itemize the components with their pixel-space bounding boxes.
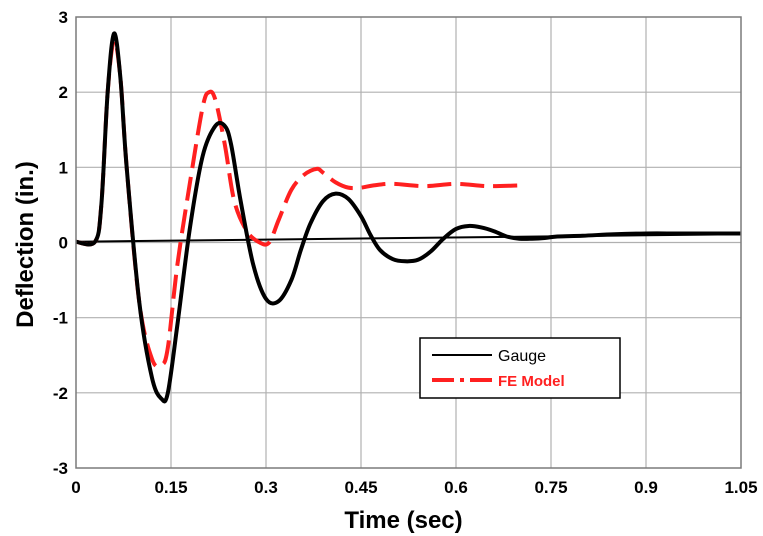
x-tick-labels: 0 0.15 0.3 0.45 0.6 0.75 0.9 1.05 — [71, 478, 757, 497]
x-tick-label: 0.9 — [634, 478, 658, 497]
y-tick-labels: 3 2 1 0 -1 -2 -3 — [53, 8, 68, 478]
y-tick-label: 2 — [59, 83, 68, 102]
y-tick-label: 3 — [59, 8, 68, 27]
x-tick-label: 0.75 — [534, 478, 567, 497]
series-layer — [75, 31, 742, 404]
y-tick-label: 0 — [59, 234, 68, 253]
legend-gauge-label: Gauge — [498, 348, 546, 365]
y-tick-label: 1 — [59, 158, 68, 177]
x-tick-label: 0 — [71, 478, 80, 497]
y-axis-title: Deflection (in.) — [12, 161, 39, 328]
x-tick-label: 0.6 — [444, 478, 468, 497]
legend: Gauge FE Model — [419, 337, 621, 399]
x-tick-label: 0.15 — [154, 478, 187, 497]
y-tick-label: -2 — [53, 384, 68, 403]
x-tick-label: 1.05 — [724, 478, 757, 497]
x-axis-title: Time (sec) — [344, 507, 462, 534]
x-tick-label: 0.3 — [254, 478, 278, 497]
x-tick-label: 0.45 — [344, 478, 377, 497]
y-tick-label: -1 — [53, 309, 68, 328]
gauge-series-line — [75, 31, 741, 404]
plot-frame — [75, 16, 742, 469]
legend-box — [419, 337, 621, 399]
y-tick-label: -3 — [53, 459, 68, 478]
legend-fe-label: FE Model — [498, 373, 565, 390]
